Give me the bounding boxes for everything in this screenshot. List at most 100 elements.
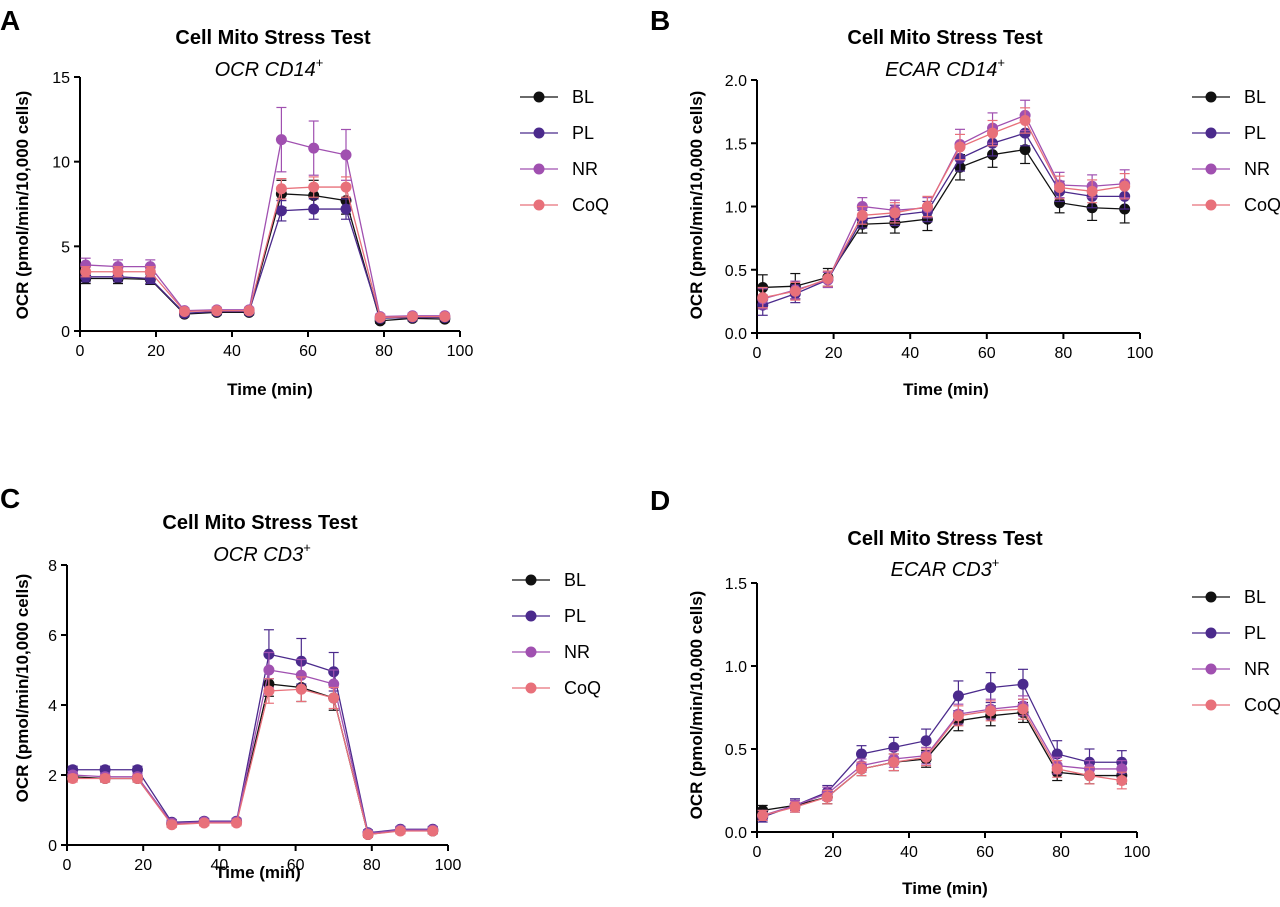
legend-label: PL (572, 123, 594, 143)
y-tick-label: 10 (52, 155, 70, 172)
data-point (987, 127, 999, 139)
x-tick-label: 40 (900, 844, 918, 861)
chart-a-subtitle: OCR CD14+ (215, 55, 324, 81)
data-point (1116, 775, 1128, 787)
legend-item-pl: PL (1192, 123, 1266, 143)
y-tick-label: 1.0 (725, 659, 747, 676)
data-point (328, 692, 340, 704)
y-tick-label: 0.5 (725, 742, 747, 759)
chart-panel-d: D Cell Mito Stress Test ECAR CD3+ 0.0 0.5… (640, 468, 1280, 907)
legend-item-bl: BL (520, 87, 594, 107)
legend-item-coq: CoQ (520, 195, 609, 215)
legend-marker (1205, 163, 1217, 175)
chart-a-plot: 0 5 10 15 0 20 40 60 80 100 BL PL NR CoQ (52, 70, 609, 360)
x-tick-label: 0 (76, 343, 85, 360)
chart-c-subtitle-main: OCR CD3 (213, 544, 303, 566)
data-point (985, 705, 997, 717)
series-bl (80, 179, 451, 327)
data-point (1017, 678, 1029, 690)
legend-marker (1205, 199, 1217, 211)
y-tick-label: 0.5 (725, 263, 747, 280)
legend-label: PL (1244, 623, 1266, 643)
x-tick-label: 60 (299, 343, 317, 360)
legend-label: CoQ (1244, 195, 1280, 215)
data-point (112, 266, 124, 278)
y-tick-label: 4 (48, 698, 57, 715)
data-point (821, 791, 833, 803)
legend-item-pl: PL (1192, 623, 1266, 643)
chart-b-subtitle-sup: + (997, 55, 1005, 70)
series-line (72, 688, 433, 836)
data-point (263, 685, 275, 697)
y-tick-label: 0 (61, 324, 70, 341)
series-line (85, 138, 445, 318)
panel-label-d: D (650, 485, 670, 516)
data-point (1051, 763, 1063, 775)
data-point (856, 748, 867, 760)
data-point (1054, 182, 1066, 194)
data-point (920, 751, 932, 763)
chart-b-svg: B Cell Mito Stress Test ECAR CD14+ 0.00.… (650, 5, 1280, 399)
x-tick-label: 20 (147, 343, 165, 360)
data-point (920, 735, 932, 747)
legend-label: CoQ (1244, 695, 1280, 715)
legend-marker (1205, 591, 1217, 603)
data-point (822, 273, 834, 285)
data-point (789, 285, 801, 297)
series-line (762, 148, 1125, 289)
data-point (1019, 144, 1031, 156)
legend-marker (533, 127, 545, 139)
legend-label: NR (1244, 159, 1270, 179)
series-coq (757, 107, 1131, 309)
y-tick-label: 0 (48, 838, 57, 855)
y-tick-label: 2 (48, 768, 57, 785)
x-tick-label: 0 (63, 857, 72, 874)
chart-c-title: Cell Mito Stress Test (162, 512, 358, 534)
data-point (295, 669, 307, 681)
series-pl (80, 198, 451, 324)
data-point (856, 763, 867, 775)
legend-marker (533, 163, 545, 175)
x-tick-label: 100 (1124, 844, 1151, 861)
x-tick-label: 80 (363, 857, 381, 874)
data-point (1019, 114, 1031, 126)
x-tick-label: 60 (287, 857, 305, 874)
legend-item-nr: NR (512, 642, 590, 662)
panel-label-b: B (650, 5, 670, 36)
legend-item-bl: BL (512, 570, 586, 590)
legend-label: BL (564, 570, 586, 590)
x-tick-label: 20 (824, 844, 842, 861)
data-point (67, 773, 79, 784)
legend-item-coq: CoQ (1192, 695, 1280, 715)
x-tick-label: 20 (134, 857, 152, 874)
legend-item-nr: NR (520, 159, 598, 179)
series-line (762, 114, 1125, 300)
chart-d-subtitle: ECAR CD3+ (891, 555, 1000, 581)
data-point (439, 311, 451, 323)
data-point (308, 142, 320, 154)
legend-label: PL (564, 606, 586, 626)
x-tick-label: 80 (375, 343, 393, 360)
data-point (275, 205, 287, 217)
y-tick-label: 1.0 (725, 200, 747, 217)
chart-d-title: Cell Mito Stress Test (847, 528, 1043, 550)
data-point (243, 305, 255, 317)
series-nr (80, 106, 451, 323)
legend-label: BL (572, 87, 594, 107)
series-line (85, 193, 445, 322)
legend-item-pl: PL (520, 123, 594, 143)
data-point (757, 809, 769, 821)
legend-marker (1205, 663, 1217, 675)
chart-d-xlabel: Time (min) (902, 879, 988, 898)
data-point (131, 773, 143, 784)
x-tick-label: 0 (753, 345, 762, 362)
chart-d-subtitle-sup: + (992, 555, 1000, 570)
chart-a-title: Cell Mito Stress Test (175, 27, 371, 49)
legend-item-coq: CoQ (1192, 195, 1280, 215)
chart-d-svg: D Cell Mito Stress Test ECAR CD3+ 0.0 0.5… (650, 485, 1280, 898)
data-point (757, 292, 769, 304)
series-line (762, 705, 1122, 817)
